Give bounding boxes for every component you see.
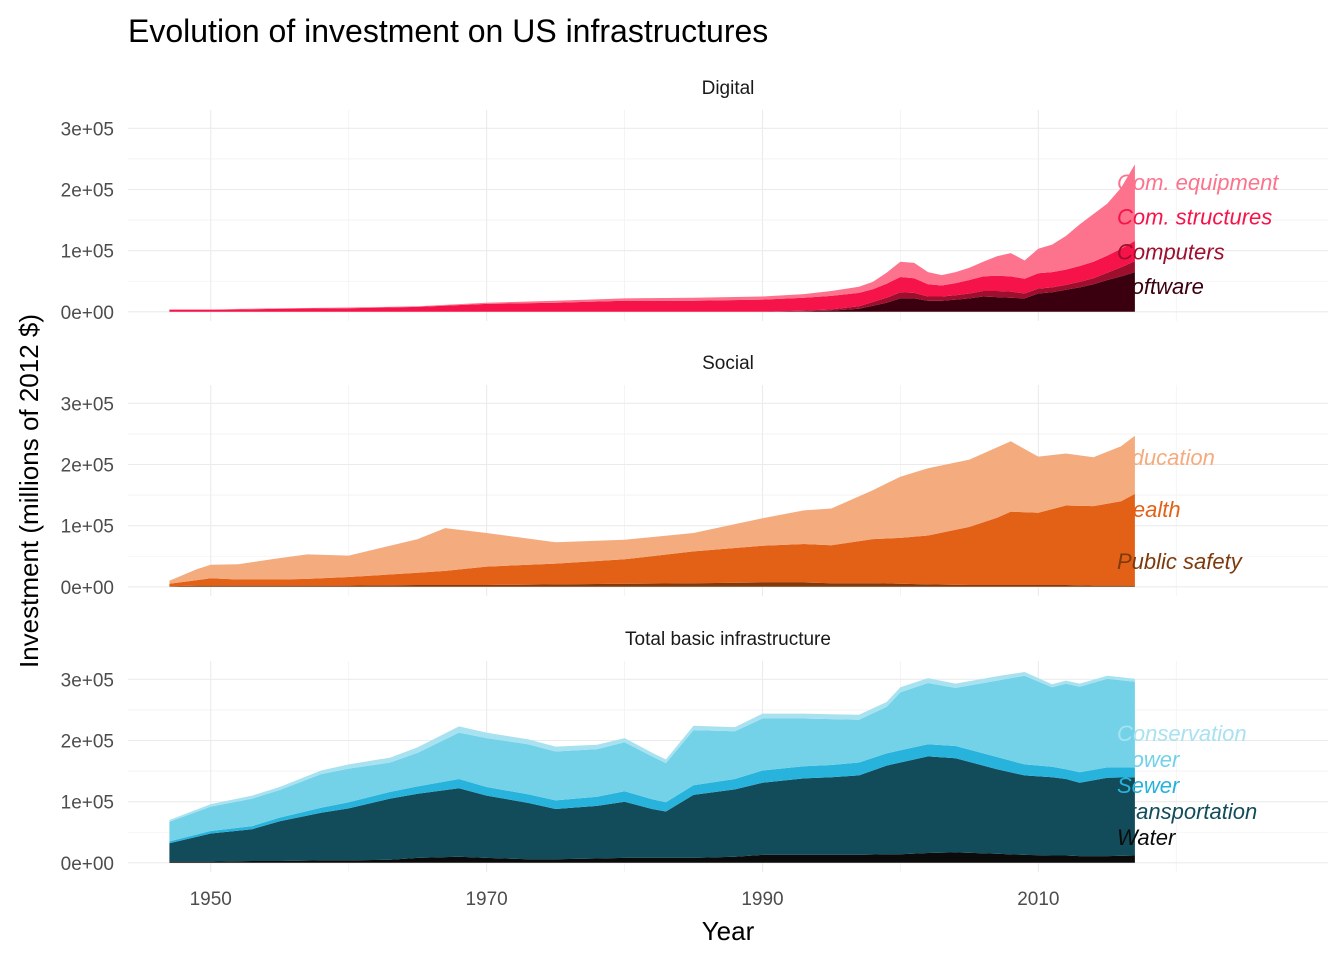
y-tick-label: 0e+00 — [61, 578, 114, 599]
y-tick-label: 0e+00 — [61, 303, 114, 324]
y-tick-labels: 0e+00 1e+05 2e+05 3e+05 — [61, 119, 114, 323]
series-labels: ConservationPowerSewerTransportationWate… — [1117, 721, 1257, 850]
series-label-conservation: Conservation — [1117, 721, 1247, 746]
series-label-computers: Computers — [1117, 239, 1225, 264]
panel-title-social: Social — [702, 353, 754, 374]
y-tick-label: 1e+05 — [61, 793, 114, 814]
y-tick-label: 1e+05 — [61, 517, 114, 538]
area-health — [169, 493, 1135, 587]
panel-basic-infrastructure: 0e+00 1e+05 2e+05 3e+05 ConservationPowerSe… — [61, 629, 1328, 875]
y-tick-label: 1e+05 — [61, 242, 114, 263]
y-tick-label: 2e+05 — [61, 181, 114, 202]
panel-areas — [169, 435, 1135, 587]
series-label-software: Software — [1117, 274, 1204, 299]
y-tick-labels: 0e+00 1e+05 2e+05 3e+05 — [61, 670, 114, 874]
y-tick-label: 0e+00 — [61, 854, 114, 875]
area-com-equipment — [169, 164, 1135, 310]
y-tick-labels: 0e+00 1e+05 2e+05 3e+05 — [61, 394, 114, 598]
panel-areas — [169, 164, 1135, 312]
series-labels: Education Health Public safety — [1117, 445, 1244, 574]
x-tick-label: 1950 — [190, 889, 232, 910]
series-label-sewer: Sewer — [1117, 773, 1181, 798]
area-software — [169, 272, 1135, 312]
series-label-education: Education — [1117, 445, 1215, 470]
area-com-structures — [169, 240, 1135, 312]
y-axis-title: Investment (millions of 2012 $) — [14, 314, 44, 668]
y-tick-label: 3e+05 — [61, 670, 114, 691]
chart-title: Evolution of investment on US infrastruc… — [128, 13, 768, 49]
area-public-safety — [169, 582, 1135, 587]
y-tick-label: 3e+05 — [61, 119, 114, 140]
panel-social: 0e+00 1e+05 2e+05 3e+05 Education Health Publ… — [61, 353, 1328, 599]
panel-title-digital: Digital — [702, 78, 755, 99]
series-label-com-structures: Com. structures — [1117, 205, 1272, 230]
series-label-public-safety: Public safety — [1117, 549, 1244, 574]
y-tick-label: 3e+05 — [61, 394, 114, 415]
x-tick-label: 1970 — [465, 889, 507, 910]
x-axis-title: Year — [702, 916, 755, 946]
area-transportation — [169, 756, 1135, 862]
area-power — [169, 675, 1135, 842]
series-label-com-equipment: Com. equipment — [1117, 170, 1279, 195]
area-education — [169, 435, 1135, 584]
y-tick-label: 2e+05 — [61, 456, 114, 477]
series-labels: Com. equipment Com. structures Computers So… — [1117, 170, 1279, 299]
y-tick-label: 2e+05 — [61, 732, 114, 753]
series-label-water: Water — [1117, 825, 1177, 850]
series-label-transportation: Transportation — [1117, 799, 1257, 824]
panel-title-basic-infrastructure: Total basic infrastructure — [625, 629, 831, 650]
panel-areas — [169, 672, 1135, 863]
x-tick-labels: 1950 1970 1990 2010 — [190, 889, 1060, 910]
series-label-health: Health — [1117, 497, 1181, 522]
x-tick-label: 2010 — [1017, 889, 1059, 910]
x-tick-label: 1990 — [741, 889, 783, 910]
area-computers — [169, 261, 1135, 312]
series-label-power: Power — [1117, 747, 1181, 772]
area-water — [169, 852, 1135, 863]
